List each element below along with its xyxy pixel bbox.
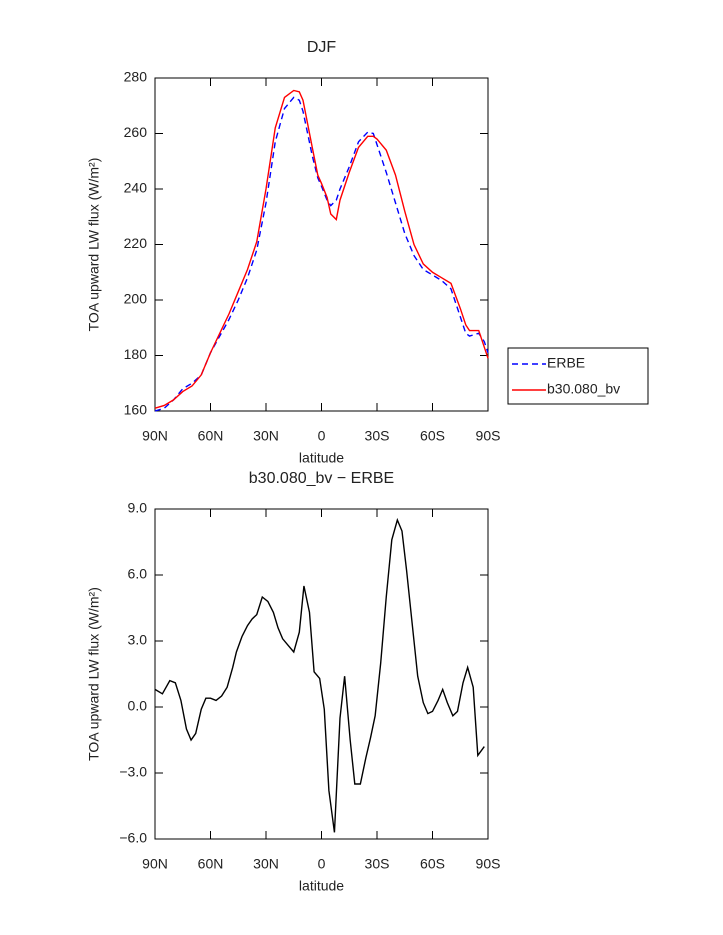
y-tick-label: −6.0 [119, 830, 147, 846]
y-tick-label: 260 [124, 124, 148, 140]
x-tick-label: 60S [420, 856, 445, 872]
plot-frame [154, 77, 489, 412]
chart-title: b30.080_bv − ERBE [249, 470, 394, 487]
x-tick-label: 30N [253, 856, 279, 872]
y-tick-label: 200 [124, 291, 148, 307]
plot-frame [154, 508, 489, 840]
x-axis-label: latitude [299, 450, 344, 466]
x-tick-label: 60N [198, 428, 224, 444]
y-tick-label: 160 [124, 402, 148, 418]
y-tick-label: 6.0 [128, 566, 148, 582]
x-tick-label: 90N [142, 856, 168, 872]
x-tick-label: 90N [142, 428, 168, 444]
chart-title: DJF [307, 39, 337, 56]
y-axis-label: TOA upward LW flux (W/m²) [86, 587, 102, 761]
x-tick-label: 30N [253, 428, 279, 444]
x-axis-label: latitude [299, 878, 344, 894]
y-tick-label: 9.0 [128, 500, 148, 516]
y-tick-label: 180 [124, 346, 148, 362]
data-line [154, 89, 489, 409]
data-line [154, 96, 489, 412]
x-tick-label: 60S [420, 428, 445, 444]
x-tick-label: 30S [365, 428, 390, 444]
y-tick-label: 220 [124, 235, 148, 251]
x-tick-label: 90S [476, 428, 501, 444]
y-tick-label: 240 [124, 180, 148, 196]
data-line [154, 517, 485, 833]
legend-label: b30.080_bv [547, 381, 620, 397]
x-tick-label: 30S [365, 856, 390, 872]
y-tick-label: 280 [124, 69, 148, 85]
x-tick-label: 0 [318, 428, 326, 444]
x-tick-label: 60N [198, 856, 224, 872]
legend-box [507, 347, 649, 405]
y-tick-label: −3.0 [119, 764, 147, 780]
legend-label: ERBE [547, 355, 585, 371]
y-tick-label: 0.0 [128, 698, 148, 714]
y-axis-label: TOA upward LW flux (W/m²) [86, 158, 102, 332]
y-tick-label: 3.0 [128, 632, 148, 648]
x-tick-label: 90S [476, 856, 501, 872]
x-tick-label: 0 [318, 856, 326, 872]
